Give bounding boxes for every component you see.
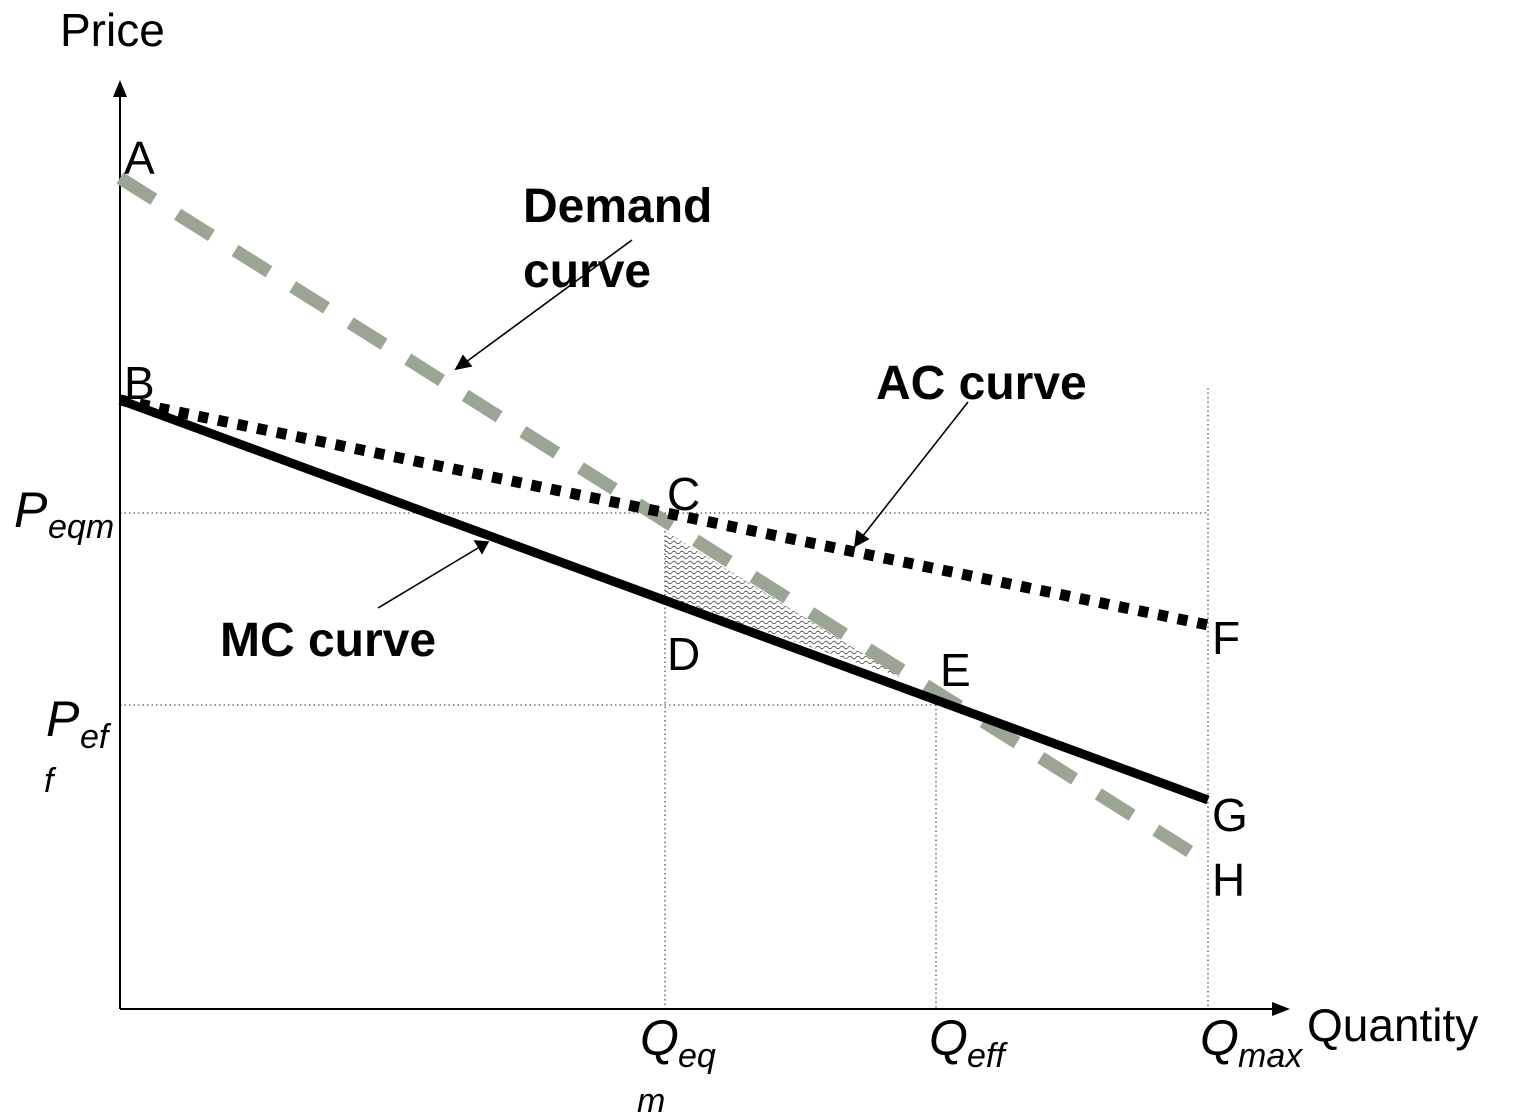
pointer-arrows <box>377 239 969 609</box>
p-eff-subscript-1: ef <box>80 718 112 756</box>
p-eff-subscript-2: f <box>44 762 57 800</box>
x-axis-title: Quantity <box>1307 999 1478 1051</box>
demand-curve <box>116 172 1212 869</box>
mc-curve-label: MC curve <box>220 614 436 667</box>
q-eqm-subscript-1: eq <box>678 1037 716 1075</box>
x-axis-arrowhead <box>1272 1002 1290 1016</box>
mc-pointer-head <box>473 540 490 555</box>
p-eqm-symbol: P <box>14 482 48 538</box>
p-eqm-subscript: eqm <box>48 508 114 546</box>
demand-curve-label-line2: curve <box>523 245 651 298</box>
demand-pointer-head <box>454 354 473 371</box>
ac-pointer <box>861 401 969 538</box>
y-axis-arrowhead <box>113 80 127 97</box>
p-eff-symbol: P <box>46 691 80 747</box>
q-max-subscript: max <box>1238 1037 1303 1075</box>
y-axis-title: Price <box>60 4 165 56</box>
deadweight-loss-area <box>665 531 900 677</box>
point-label-d: D <box>667 628 700 680</box>
q-eqm-symbol: Q <box>640 1010 679 1066</box>
q-eff-subscript: eff <box>967 1037 1008 1075</box>
point-label-a: A <box>124 132 155 184</box>
point-label-g: G <box>1212 789 1248 841</box>
guide-lines <box>120 388 1209 1008</box>
point-label-c: C <box>667 468 700 520</box>
axes <box>119 92 1276 1010</box>
point-label-b: B <box>124 357 155 409</box>
ac-curve-label: AC curve <box>876 357 1087 410</box>
q-max-symbol: Q <box>1200 1010 1239 1066</box>
point-label-f: F <box>1212 612 1240 664</box>
ac-pointer-head <box>853 529 870 548</box>
q-eff-symbol: Q <box>929 1010 968 1066</box>
demand-curve-label-line1: Demand <box>523 180 712 233</box>
point-label-h: H <box>1212 854 1245 906</box>
demand-pointer <box>465 239 633 363</box>
q-eqm-subscript-2: m <box>637 1082 665 1118</box>
mc-pointer <box>377 547 479 609</box>
ac-curve <box>118 394 1210 631</box>
point-label-e: E <box>940 644 971 696</box>
mc-curve <box>118 395 1210 805</box>
